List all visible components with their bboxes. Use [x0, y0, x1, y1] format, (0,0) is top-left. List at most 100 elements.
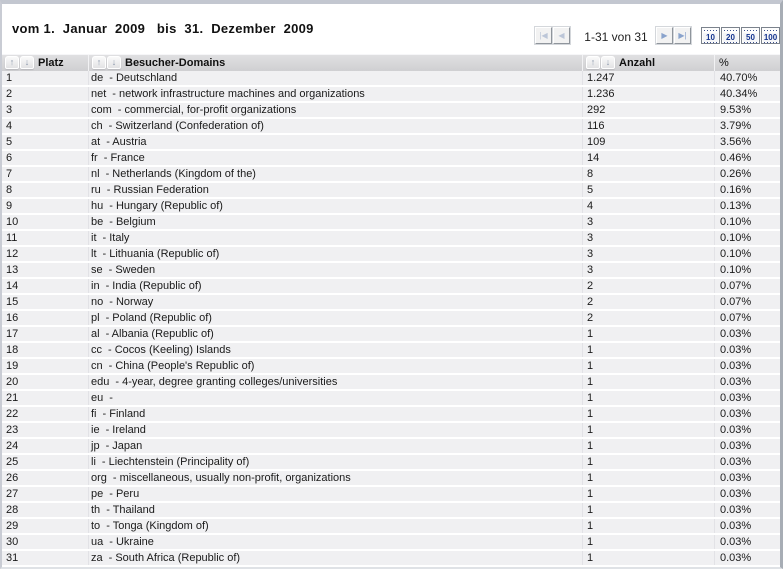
pct-cell: 0.16% [714, 183, 780, 197]
rank-cell: 28 [6, 504, 19, 516]
rank-cell: 4 [6, 120, 13, 132]
prev-page-icon: ◀ [558, 31, 565, 40]
domain-code: se [91, 264, 103, 276]
count-cell: 1 [582, 343, 714, 357]
table-row: 3 com - commercial, for-profit organizati… [2, 103, 780, 119]
sort-asc-icon[interactable]: ↑ [5, 55, 19, 69]
sort-asc-icon[interactable]: ↑ [92, 55, 106, 69]
page-size-20-button[interactable]: 20 [721, 27, 740, 44]
domain-code: to [91, 520, 101, 532]
table-row: 21 eu - 1 0.03% [2, 391, 780, 407]
rank-cell: 1 [6, 72, 13, 84]
domain-code: ua [91, 536, 104, 548]
domain-desc: - Netherlands (Kingdom of the) [105, 168, 256, 180]
count-cell: 1 [582, 455, 714, 469]
table-row: 2 net - network infrastructure machines a… [2, 87, 780, 103]
domain-cell: net - network infrastructure machines and… [88, 87, 582, 101]
domain-code: ch [91, 120, 103, 132]
page-size-10-label: 10 [703, 33, 718, 42]
domain-cell: in - India (Republic of) [88, 279, 582, 293]
rank-cell: 27 [6, 488, 19, 500]
domain-cell: ie - Ireland [88, 423, 582, 437]
count-cell: 1 [582, 519, 714, 533]
domain-code: eu [91, 392, 104, 404]
domain-cell: fr - France [88, 151, 582, 165]
page-size-100-button[interactable]: 100 [761, 27, 780, 44]
rank-cell: 17 [6, 328, 19, 340]
next-page-icon: ▶ [661, 31, 668, 40]
top-bar: vom 1. Januar 2009 bis 31. Dezember 2009… [2, 4, 780, 54]
pct-cell: 40.70% [714, 71, 780, 85]
count-cell: 8 [582, 167, 714, 181]
column-header-anzahl: ↑ ↓ Anzahl [582, 55, 714, 71]
next-page-button[interactable]: ▶ [656, 27, 673, 44]
table-row: 27 pe - Peru 1 0.03% [2, 487, 780, 503]
domain-cell: al - Albania (Republic of) [88, 327, 582, 341]
table-row: 17 al - Albania (Republic of) 1 0.03% [2, 327, 780, 343]
pct-cell: 0.03% [714, 439, 780, 453]
count-cell: 1 [582, 423, 714, 437]
domain-code: ru [91, 184, 101, 196]
rank-cell: 30 [6, 536, 19, 548]
column-label-platz: Platz [38, 57, 64, 69]
rank-cell: 25 [6, 456, 19, 468]
domain-desc: - Peru [109, 488, 140, 500]
domain-cell: com - commercial, for-profit organization… [88, 103, 582, 117]
pct-cell: 3.56% [714, 135, 780, 149]
domain-cell: li - Liechtenstein (Principality of) [88, 455, 582, 469]
column-label-percent: % [719, 57, 729, 69]
domain-code: lt [91, 248, 97, 260]
count-cell: 14 [582, 151, 714, 165]
count-cell: 1 [582, 471, 714, 485]
rank-cell: 19 [6, 360, 19, 372]
count-cell: 1 [582, 327, 714, 341]
column-label-domains: Besucher-Domains [125, 57, 226, 69]
count-cell: 1 [582, 551, 714, 565]
domain-code: at [91, 136, 101, 148]
domain-cell: de - Deutschland [88, 71, 582, 85]
rank-cell: 22 [6, 408, 19, 420]
domain-code: net [91, 88, 107, 100]
domain-desc: - India (Republic of) [105, 280, 202, 292]
domain-cell: jp - Japan [88, 439, 582, 453]
pct-cell: 0.03% [714, 375, 780, 389]
rank-cell: 31 [6, 552, 19, 564]
count-cell: 2 [582, 279, 714, 293]
domain-code: it [91, 232, 97, 244]
page-size-50-button[interactable]: 50 [741, 27, 760, 44]
sort-asc-icon[interactable]: ↑ [586, 55, 600, 69]
table-row: 25 li - Liechtenstein (Principality of) 1… [2, 455, 780, 471]
rank-cell: 3 [6, 104, 13, 116]
count-cell: 116 [582, 119, 714, 133]
page-size-10-button[interactable]: 10 [701, 27, 720, 44]
domain-desc: - Lithuania (Republic of) [102, 248, 220, 260]
page-size-20-label: 20 [723, 33, 738, 42]
prev-page-button[interactable]: ◀ [553, 27, 570, 44]
domain-desc: - Belgium [109, 216, 156, 228]
table-body: 1 de - Deutschland 1.247 40.70% 2 net - ne… [2, 71, 780, 567]
last-page-button[interactable]: ▶| [674, 27, 691, 44]
column-header-platz: ↑ ↓ Platz [2, 55, 88, 71]
domain-code: jp [91, 440, 100, 452]
domain-desc: - Liechtenstein (Principality of) [101, 456, 250, 468]
pct-cell: 0.03% [714, 423, 780, 437]
pct-cell: 0.03% [714, 487, 780, 501]
sort-controls-platz: ↑ ↓ [5, 55, 34, 69]
domain-desc: - Switzerland (Confederation of) [108, 120, 264, 132]
domain-desc: - Albania (Republic of) [105, 328, 214, 340]
pct-cell: 3.79% [714, 119, 780, 133]
sort-desc-icon[interactable]: ↓ [107, 55, 121, 69]
domain-code: hu [91, 200, 104, 212]
count-cell: 1 [582, 407, 714, 421]
count-cell: 1 [582, 375, 714, 389]
domain-cell: at - Austria [88, 135, 582, 149]
sort-desc-icon[interactable]: ↓ [601, 55, 615, 69]
first-page-button[interactable]: |◀ [535, 27, 552, 44]
sort-desc-icon[interactable]: ↓ [20, 55, 34, 69]
domain-code: fr [91, 152, 98, 164]
domain-cell: nl - Netherlands (Kingdom of the) [88, 167, 582, 181]
pager-nav-forward: ▶ ▶| [656, 27, 691, 44]
table-row: 23 ie - Ireland 1 0.03% [2, 423, 780, 439]
domain-code: org [91, 472, 107, 484]
